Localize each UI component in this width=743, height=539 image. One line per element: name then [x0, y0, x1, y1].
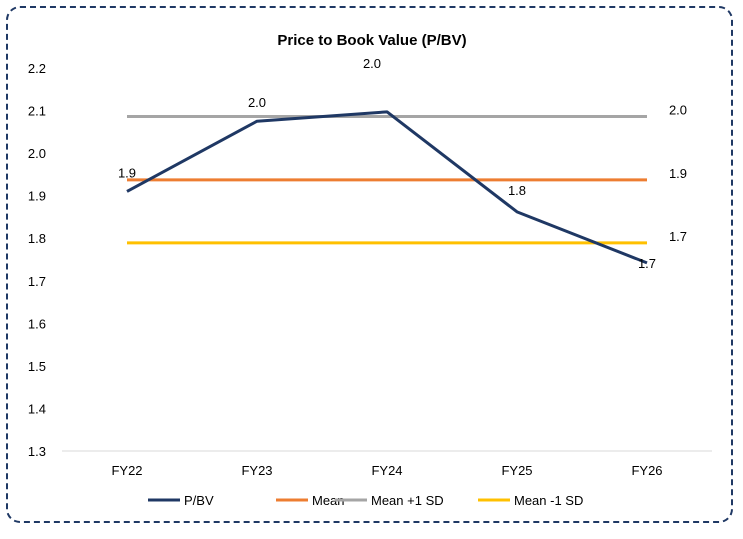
x-tick-label: FY25 [501, 463, 532, 478]
data-label: 1.8 [508, 183, 526, 198]
data-label: 1.7 [638, 256, 656, 271]
data-label: 2.0 [363, 56, 381, 71]
chart-frame [6, 6, 733, 523]
x-tick-label: FY26 [631, 463, 662, 478]
data-labels: 1.9 2.0 2.0 1.8 1.7 1.9 2.0 1.7 [118, 56, 687, 271]
y-tick-label: 1.5 [28, 359, 46, 374]
y-tick-label: 1.8 [28, 231, 46, 246]
y-tick-label: 2.2 [28, 61, 46, 76]
y-tick-label: 1.6 [28, 316, 46, 331]
legend-label: Mean +1 SD [371, 493, 444, 508]
y-tick-label: 1.4 [28, 401, 46, 416]
y-tick-label: 1.9 [28, 189, 46, 204]
legend-label: Mean [312, 493, 345, 508]
series-layer [126, 110, 648, 265]
x-tick-label: FY24 [371, 463, 402, 478]
chart-title: Price to Book Value (P/BV) [277, 32, 466, 49]
end-label: 1.7 [669, 229, 687, 244]
y-axis: 2.2 2.1 2.0 1.9 1.8 1.7 1.6 1.5 1.4 1.3 [28, 61, 46, 459]
end-label: 2.0 [669, 103, 687, 118]
x-tick-label: FY23 [241, 463, 272, 478]
data-label: 1.9 [118, 165, 136, 180]
legend-label: P/BV [184, 493, 214, 508]
y-tick-label: 1.3 [28, 444, 46, 459]
y-tick-label: 2.0 [28, 146, 46, 161]
series-line-p-bv [126, 110, 648, 265]
legend-label: Mean -1 SD [514, 493, 583, 508]
x-tick-label: FY22 [111, 463, 142, 478]
data-label: 2.0 [248, 95, 266, 110]
end-label: 1.9 [669, 166, 687, 181]
legend: P/BV Mean Mean +1 SD Mean -1 SD [148, 493, 583, 508]
y-tick-label: 2.1 [28, 104, 46, 119]
y-tick-label: 1.7 [28, 274, 46, 289]
x-axis: FY22 FY23 FY24 FY25 FY26 [62, 450, 712, 478]
